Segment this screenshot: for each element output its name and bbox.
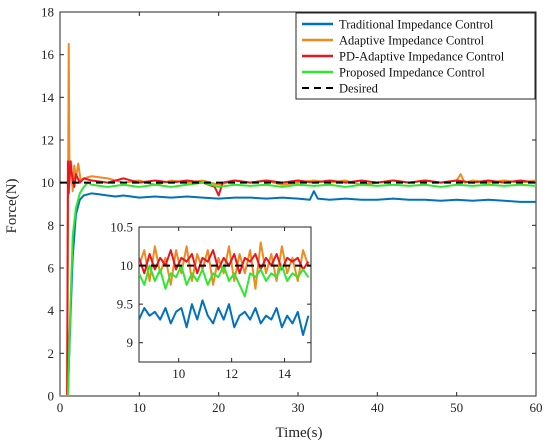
inset-series-pd-adaptive-impedance-control — [139, 249, 310, 275]
inset-y-tick-label: 10.5 — [110, 220, 133, 235]
main-y-tick-label: 14 — [41, 90, 55, 105]
main-y-tick-label: 4 — [48, 303, 55, 318]
legend-entry: Proposed Impedance Control — [339, 66, 485, 80]
main-y-tick-label: 16 — [41, 47, 55, 62]
main-x-tick-label: 60 — [530, 400, 543, 415]
main-y-tick-label: 8 — [48, 218, 55, 233]
inset-x-tick-label: 14 — [278, 366, 292, 381]
main-x-tick-label: 50 — [450, 400, 463, 415]
inset-series-traditional-impedance-control — [139, 299, 310, 336]
main-y-tick-label: 12 — [41, 133, 54, 148]
main-y-tick-label: 0 — [48, 389, 55, 404]
main-x-tick-label: 20 — [212, 400, 225, 415]
legend: Traditional Impedance Control Adaptive Im… — [295, 12, 536, 100]
legend-entry: Adaptive Impedance Control — [339, 34, 485, 48]
x-axis-label: Time(s) — [276, 425, 323, 441]
main-x-tick-label: 10 — [133, 400, 146, 415]
main-x-tick-label: 30 — [292, 400, 305, 415]
inset-x-tick-label: 10 — [172, 366, 185, 381]
main-y-tick-label: 18 — [41, 5, 54, 20]
main-y-tick-label: 10 — [41, 175, 54, 190]
legend-entry: PD-Adaptive Impedance Control — [339, 50, 505, 64]
inset-y-tick-label: 10 — [120, 258, 133, 273]
inset-y-tick-label: 9 — [127, 335, 134, 350]
main-x-tick-label: 0 — [57, 400, 64, 415]
inset-series-adaptive-impedance-control — [139, 241, 310, 290]
legend-entry: Desired — [339, 82, 379, 96]
y-axis-label: Force(N) — [4, 179, 20, 234]
inset-plot: 10 12 14 9 9.5 10 10.5 — [110, 220, 312, 381]
legend-box — [295, 12, 536, 100]
inset-frame — [138, 226, 312, 363]
inset-x-tick-label: 12 — [225, 366, 238, 381]
main-series-proposed-impedance-control — [60, 181, 536, 396]
main-x-tick-label: 40 — [371, 400, 384, 415]
main-y-tick-label: 2 — [48, 346, 55, 361]
main-series-traditional-impedance-control — [60, 190, 536, 396]
inset-y-tick-label: 9.5 — [117, 297, 133, 312]
legend-entry: Traditional Impedance Control — [339, 18, 494, 32]
main-y-tick-label: 6 — [48, 261, 55, 276]
